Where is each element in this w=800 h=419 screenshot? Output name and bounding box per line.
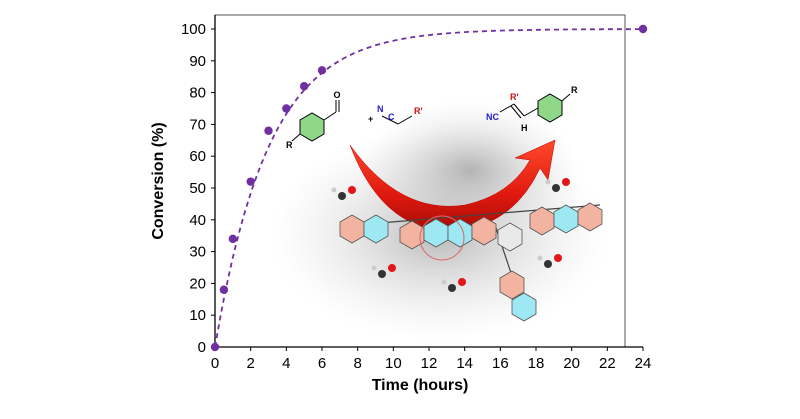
data-point xyxy=(282,104,291,113)
data-point xyxy=(317,66,327,75)
x-tick-label: 10 xyxy=(385,355,402,372)
x-tick-label: 22 xyxy=(599,355,616,372)
x-tick-label: 4 xyxy=(282,355,290,372)
y-tick-label: 100 xyxy=(181,21,206,38)
product-label-h: H xyxy=(521,123,528,133)
data-point xyxy=(210,342,220,352)
product-label-nc: NC xyxy=(486,112,499,122)
data-point xyxy=(264,126,273,135)
x-tick-label: 0 xyxy=(211,355,219,372)
x-tick-label: 18 xyxy=(528,355,545,372)
x-tick-label: 2 xyxy=(246,355,254,372)
y-tick-label: 10 xyxy=(189,307,206,324)
data-point xyxy=(228,234,238,244)
reactant-label-n: N xyxy=(377,104,384,114)
data-point xyxy=(219,285,229,294)
solvent-molecules xyxy=(331,178,570,292)
x-tick-label: 12 xyxy=(421,355,438,372)
x-tick-label: 24 xyxy=(635,355,652,372)
y-tick-label: 50 xyxy=(189,180,206,197)
y-tick-label: 30 xyxy=(189,244,206,261)
data-point xyxy=(246,177,255,186)
product-alkene xyxy=(499,93,571,123)
framework-fragment xyxy=(339,202,603,322)
y-tick-label: 0 xyxy=(198,339,206,356)
y-tick-label: 70 xyxy=(189,116,206,133)
product-label-r-prime: R' xyxy=(510,92,519,102)
x-tick-label: 8 xyxy=(353,355,361,372)
reactant-plus: + xyxy=(368,114,373,124)
y-tick-label: 80 xyxy=(189,85,206,102)
x-tick-label: 14 xyxy=(456,355,473,372)
reactant-label-r-prime: R' xyxy=(414,106,423,116)
reactant-aldehyde: O xyxy=(291,90,341,142)
reaction-scheme-inset: O R + N C R' R' R NC H xyxy=(270,85,610,340)
x-axis-title: Time (hours) xyxy=(372,377,469,394)
reactant-label-r: R xyxy=(286,140,293,150)
reactant-label-c: C xyxy=(388,112,395,122)
axes: 0 2 4 6 8 10 12 14 16 18 20 22 240102030405060708090… xyxy=(181,15,651,372)
x-tick-label: 16 xyxy=(492,355,509,372)
series-layer xyxy=(210,24,648,352)
reactant-isonitrile xyxy=(381,115,413,125)
y-tick-label: 60 xyxy=(189,148,206,165)
data-point xyxy=(638,24,648,34)
data-point xyxy=(299,82,309,91)
y-tick-label: 40 xyxy=(189,212,206,229)
x-tick-label: 20 xyxy=(563,355,580,372)
x-tick-label: 6 xyxy=(318,355,326,372)
y-tick-label: 20 xyxy=(189,275,206,292)
y-tick-label: 90 xyxy=(189,53,206,70)
series-fit-line xyxy=(214,28,643,348)
product-label-r: R xyxy=(571,85,578,95)
svg-text:O: O xyxy=(333,90,340,100)
y-axis-title: Conversion (%) xyxy=(150,122,167,239)
